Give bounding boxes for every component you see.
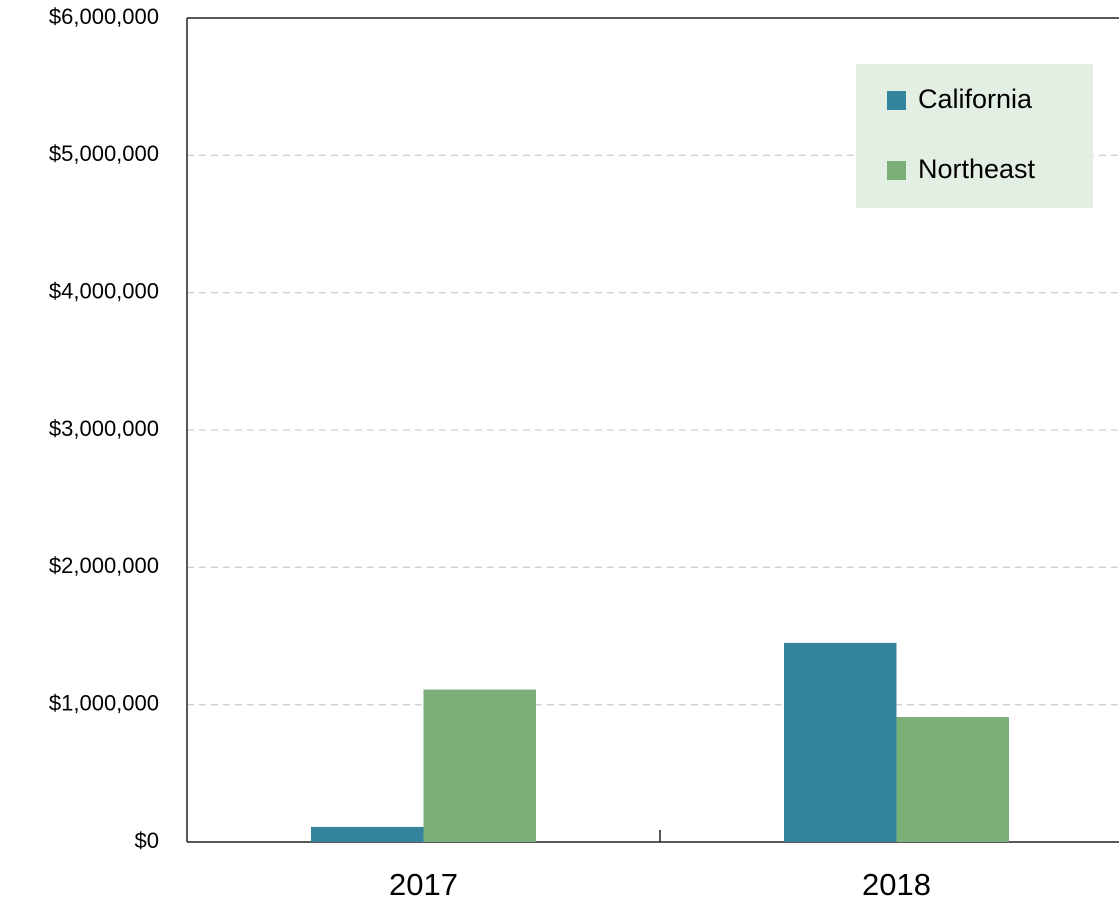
bar	[896, 717, 1009, 842]
y-tick-label: $5,000,000	[49, 141, 159, 166]
legend-box	[856, 64, 1093, 208]
y-tick-label: $3,000,000	[49, 416, 159, 441]
y-tick-label: $4,000,000	[49, 278, 159, 303]
x-tick-label: 2017	[389, 867, 458, 902]
legend-swatch	[887, 91, 906, 110]
bar	[311, 826, 424, 842]
legend-swatch	[887, 161, 906, 180]
legend-label: Northeast	[918, 154, 1036, 184]
y-tick-label: $6,000,000	[49, 4, 159, 29]
bar	[784, 642, 897, 842]
bar	[423, 689, 536, 842]
legend-label: California	[918, 84, 1033, 114]
y-tick-label: $2,000,000	[49, 553, 159, 578]
y-tick-label: $1,000,000	[49, 690, 159, 715]
y-tick-label: $0	[135, 828, 159, 853]
x-tick-label: 2018	[862, 867, 931, 902]
